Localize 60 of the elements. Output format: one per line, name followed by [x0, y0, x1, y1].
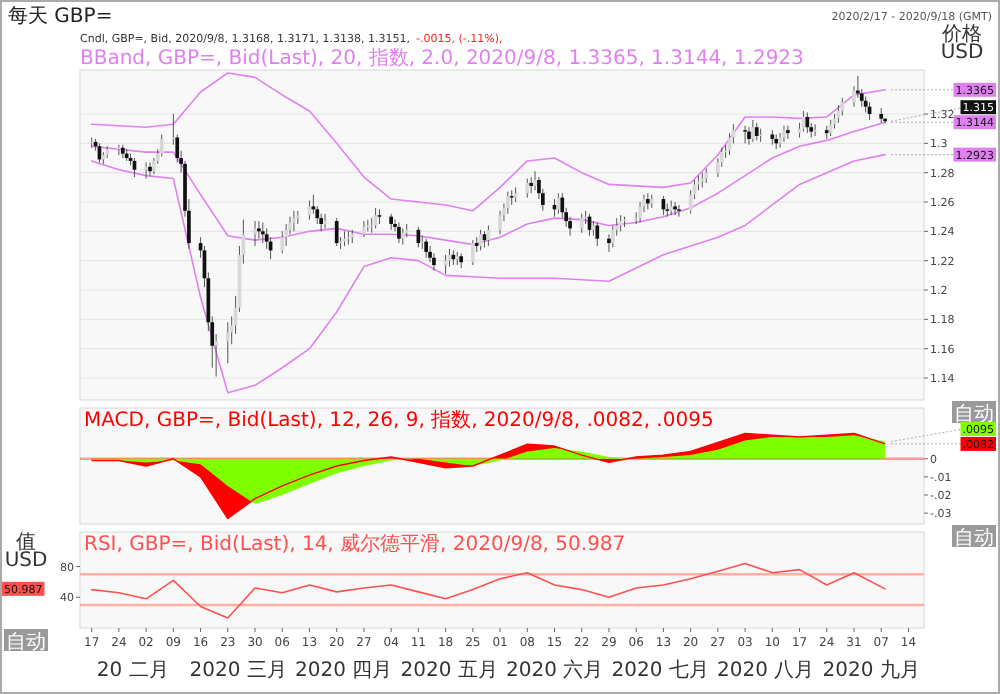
- candlestick: [292, 210, 296, 232]
- candlestick: [260, 222, 265, 244]
- candlestick: [607, 233, 611, 253]
- candlestick: [362, 220, 366, 238]
- candlestick: [144, 161, 148, 180]
- candlestick: [280, 230, 285, 254]
- candlestick: [397, 222, 401, 244]
- candlestick: [751, 119, 755, 143]
- candlestick: [424, 238, 428, 259]
- candlestick: [813, 123, 817, 137]
- candlestick: [786, 125, 790, 140]
- annotation: BBand, GBP=, Bid(Last), 20, 指数, 2.0, 2020/9/8, 1.3365, 1.3144, 1.2923: [80, 46, 804, 70]
- candlestick: [428, 245, 432, 263]
- candlestick: [225, 321, 230, 364]
- candlestick: [253, 220, 257, 247]
- candlestick: [805, 112, 810, 134]
- line-series: [90, 153, 886, 394]
- chart-title: RSI, GBP=, Bid(Last), 14, 威尔德平滑, 2020/9/8, 50.987: [84, 532, 626, 556]
- chart-title: 每天 GBP=: [8, 4, 113, 28]
- candlestick: [611, 224, 615, 248]
- candlestick: [595, 222, 600, 247]
- candlestick: [747, 126, 751, 146]
- line-series: [90, 562, 886, 619]
- candlestick: [470, 239, 475, 266]
- candlestick: [323, 213, 327, 229]
- text: 2020 七月: [611, 658, 709, 682]
- chart-title: MACD, GBP=, Bid(Last), 12, 26, 9, 指数, 2020/9/8, .0082, .0095: [84, 408, 714, 432]
- candlestick: [560, 192, 565, 219]
- text: 自动: [954, 402, 994, 426]
- candlestick: [257, 220, 261, 240]
- candlestick: [743, 125, 747, 144]
- candlestick: [148, 161, 152, 177]
- candlestick: [568, 216, 572, 237]
- candlestick: [579, 213, 584, 234]
- candlestick: [673, 201, 677, 216]
- text: 2020 六月: [506, 658, 604, 682]
- text: 自动: [6, 630, 46, 654]
- candlestick: [319, 213, 323, 232]
- candlestick: [334, 217, 339, 247]
- text: 2020 四月: [295, 660, 393, 682]
- text: 2020 八月: [717, 660, 815, 682]
- text: 自动: [954, 526, 994, 550]
- y-axis-title: 价格 USD: [940, 22, 984, 64]
- candlestick: [646, 192, 650, 210]
- candlestick: [638, 201, 642, 224]
- candlestick: [778, 132, 782, 149]
- candlestick: [533, 170, 537, 191]
- candlestick: [677, 204, 681, 218]
- text: 20 二月: [96, 660, 169, 682]
- candlestick: [284, 223, 288, 247]
- text: 2020 九月: [822, 658, 920, 682]
- candlestick: [498, 210, 502, 235]
- candlestick: [505, 191, 510, 215]
- candlestick: [782, 125, 786, 143]
- text: 2020 三月: [189, 660, 287, 682]
- line-series: [90, 72, 886, 212]
- text: 2020 五月: [400, 660, 498, 682]
- candlestick: [432, 252, 436, 272]
- candlestick: [159, 134, 164, 158]
- y-axis-title: 值 USD: [4, 532, 48, 572]
